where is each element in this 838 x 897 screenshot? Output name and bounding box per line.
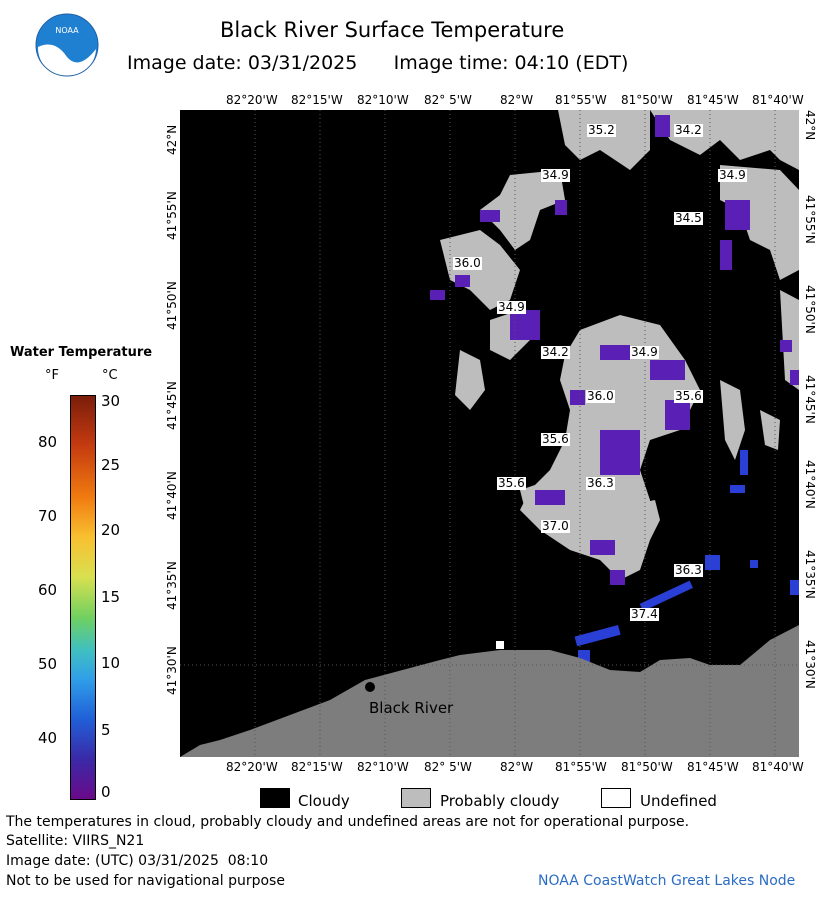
temperature-label: 34.9 xyxy=(718,168,747,182)
legend-f-tick: 40 xyxy=(38,729,58,747)
temperature-label: 34.9 xyxy=(541,168,570,182)
legend-c-tick: 25 xyxy=(101,456,121,474)
lon-label: 82° 5'W xyxy=(424,760,472,774)
logo-text: NOAA xyxy=(55,26,79,35)
lon-label: 81°45'W xyxy=(687,93,739,107)
black-river-marker xyxy=(365,682,375,692)
lat-label: 42°N xyxy=(803,110,817,141)
temperature-label: 37.4 xyxy=(630,607,659,621)
key-label-probably-cloudy: Probably cloudy xyxy=(440,792,560,810)
lat-label: 41°50'N xyxy=(803,285,817,334)
lat-label: 41°55'N xyxy=(165,191,179,240)
nearshore-water-pixels xyxy=(574,450,799,662)
image-date: Image date: 03/31/2025 xyxy=(127,52,358,74)
lon-label: 82°15'W xyxy=(291,760,343,774)
lon-label: 81°55'W xyxy=(555,93,607,107)
key-label-cloudy: Cloudy xyxy=(298,792,350,810)
temperature-label: 34.9 xyxy=(630,345,659,359)
coastwatch-node-text: NOAA CoastWatch Great Lakes Node xyxy=(538,873,796,889)
temperature-label: 35.6 xyxy=(674,389,703,403)
legend-c-tick: 15 xyxy=(101,588,121,606)
lat-label: 41°45'N xyxy=(803,375,817,424)
lon-label: 81°40'W xyxy=(752,93,804,107)
legend-f-tick: 70 xyxy=(38,507,58,525)
lon-label: 82°10'W xyxy=(357,93,409,107)
key-swatch-cloudy xyxy=(260,788,290,808)
temperature-label: 34.5 xyxy=(674,211,703,225)
nav-warning-text: Not to be used for navigational purpose xyxy=(6,873,285,889)
lon-label: 81°50'W xyxy=(621,760,673,774)
temperature-label: 35.6 xyxy=(497,476,526,490)
utc-date-text: Image date: (UTC) 03/31/2025 08:10 xyxy=(6,853,269,869)
temperature-label: 34.2 xyxy=(541,345,570,359)
temperature-label: 35.6 xyxy=(541,432,570,446)
key-swatch-undefined xyxy=(601,788,631,808)
legend-unit-f: °F xyxy=(45,368,59,383)
lon-label: 82°W xyxy=(500,93,534,107)
legend-c-tick: 5 xyxy=(101,721,111,739)
legend-unit-c: °C xyxy=(102,368,118,383)
place-label-black-river: Black River xyxy=(369,699,454,717)
legend-c-tick: 30 xyxy=(101,392,121,410)
lon-label: 82°10'W xyxy=(357,760,409,774)
undefined-pixel xyxy=(496,641,504,649)
key-swatch-probably-cloudy xyxy=(401,788,431,808)
lon-label: 81°50'W xyxy=(621,93,673,107)
lon-label: 81°40'W xyxy=(752,760,804,774)
map-title: Black River Surface Temperature xyxy=(220,18,565,42)
legend-f-tick: 60 xyxy=(38,581,58,599)
lat-label: 41°35'N xyxy=(165,561,179,610)
water-temperature-pixels xyxy=(430,115,799,585)
legend-c-tick: 20 xyxy=(101,521,121,539)
legend-f-tick: 50 xyxy=(38,655,58,673)
key-label-undefined: Undefined xyxy=(640,792,717,810)
lon-label: 82°20'W xyxy=(226,93,278,107)
satellite-text: Satellite: VIIRS_N21 xyxy=(6,833,145,849)
legend-f-tick: 80 xyxy=(38,433,58,451)
lat-label: 41°40'N xyxy=(165,471,179,520)
disclaimer-text: The temperatures in cloud, probably clou… xyxy=(6,814,690,830)
lon-label: 82°20'W xyxy=(226,760,278,774)
noaa-logo: NOAA xyxy=(35,13,99,77)
temperature-label: 36.0 xyxy=(586,389,615,403)
lon-label: 82° 5'W xyxy=(424,93,472,107)
lat-label: 42°N xyxy=(165,124,179,155)
temperature-label: 35.2 xyxy=(587,123,616,137)
image-date-time: Image date: 03/31/2025 Image time: 04:10… xyxy=(127,52,628,74)
legend-color-bar xyxy=(70,395,96,800)
temperature-map xyxy=(180,110,799,757)
lon-label: 82°W xyxy=(500,760,534,774)
lat-label: 41°30'N xyxy=(803,640,817,689)
temperature-label: 36.3 xyxy=(586,476,615,490)
lon-label: 82°15'W xyxy=(291,93,343,107)
lon-label: 81°45'W xyxy=(687,760,739,774)
lat-label: 41°55'N xyxy=(803,195,817,244)
lat-label: 41°30'N xyxy=(165,646,179,695)
temperature-label: 36.0 xyxy=(453,256,482,270)
image-time: Image time: 04:10 (EDT) xyxy=(393,52,629,74)
legend-title: Water Temperature xyxy=(10,345,153,360)
legend-c-tick: 10 xyxy=(101,654,121,672)
legend-c-tick: 0 xyxy=(101,783,111,801)
temperature-label: 34.9 xyxy=(497,300,526,314)
lat-label: 41°35'N xyxy=(803,550,817,599)
temperature-label: 37.0 xyxy=(541,519,570,533)
lat-label: 41°50'N xyxy=(165,281,179,330)
lat-label: 41°40'N xyxy=(803,460,817,509)
temperature-label: 34.2 xyxy=(674,123,703,137)
temperature-label: 36.3 xyxy=(674,563,703,577)
lat-label: 41°45'N xyxy=(165,381,179,430)
land-area xyxy=(180,625,799,757)
lon-label: 81°55'W xyxy=(555,760,607,774)
